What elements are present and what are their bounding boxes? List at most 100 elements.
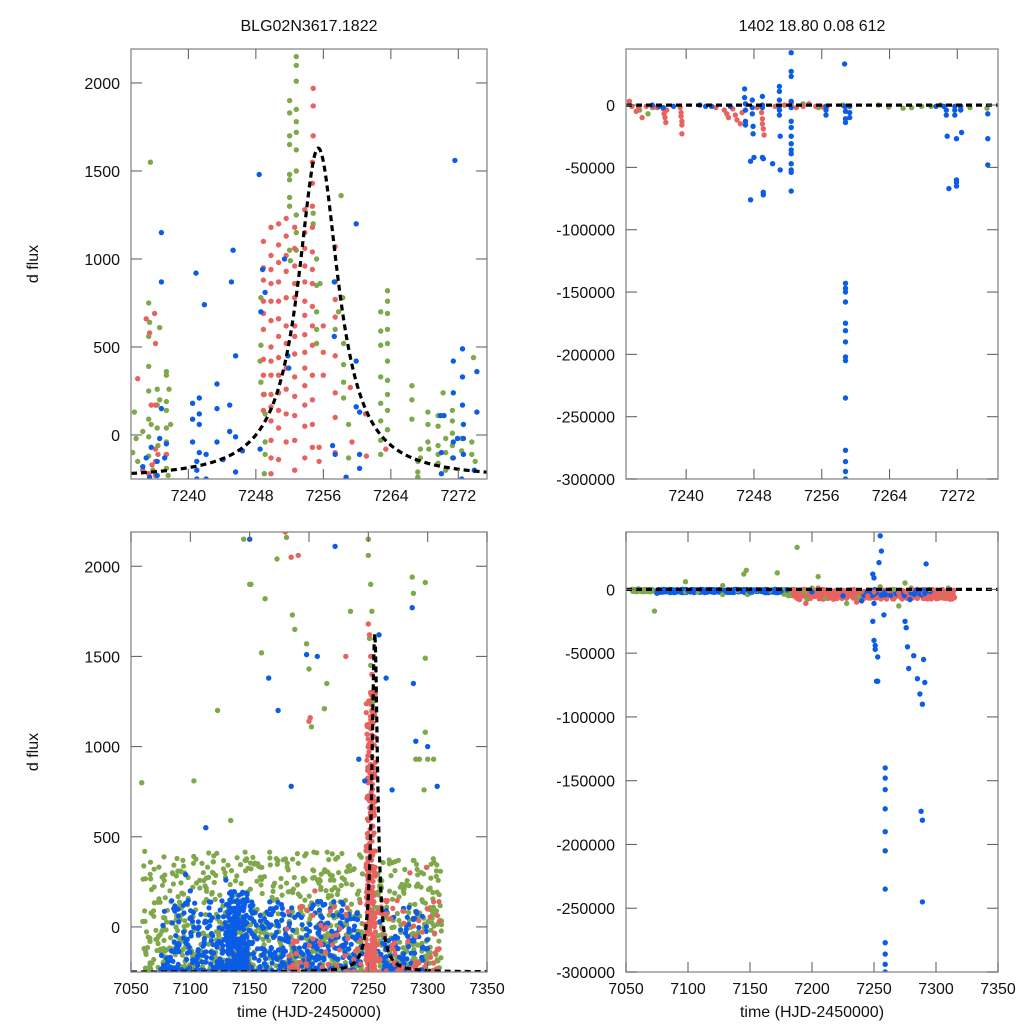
data-point-red bbox=[298, 903, 304, 910]
data-point-green bbox=[720, 591, 726, 598]
data-point-blue bbox=[303, 932, 310, 938]
data-point-blue bbox=[246, 939, 252, 945]
data-point-blue bbox=[344, 917, 350, 924]
data-point-blue bbox=[438, 471, 445, 477]
data-point-green bbox=[394, 910, 400, 917]
data-point-blue bbox=[275, 923, 282, 929]
data-point-green bbox=[384, 310, 391, 317]
data-point-blue bbox=[223, 901, 229, 908]
y-tick-label: 0 bbox=[111, 920, 120, 937]
data-point-green bbox=[300, 926, 306, 932]
data-point-red bbox=[759, 121, 766, 127]
data-point-green bbox=[417, 446, 424, 452]
data-point-green bbox=[313, 326, 320, 333]
data-point-red bbox=[306, 943, 313, 949]
data-point-blue bbox=[208, 918, 214, 924]
data-point-blue bbox=[232, 353, 239, 359]
data-point-blue bbox=[232, 924, 238, 931]
data-point-green bbox=[433, 868, 439, 874]
x-tick-label: 7264 bbox=[373, 488, 409, 505]
y-axis-title: d flux bbox=[25, 245, 42, 283]
data-point-red bbox=[732, 112, 738, 118]
data-point-green bbox=[411, 858, 417, 864]
data-point-green bbox=[284, 860, 290, 866]
data-point-blue bbox=[194, 961, 201, 967]
data-point-red bbox=[945, 591, 952, 598]
data-point-green bbox=[295, 860, 301, 867]
data-point-green bbox=[306, 666, 312, 672]
data-point-green bbox=[419, 897, 425, 903]
data-point-green bbox=[157, 397, 163, 403]
data-point-red bbox=[292, 333, 298, 340]
data-point-green bbox=[409, 574, 415, 580]
data-point-red bbox=[366, 945, 373, 952]
data-point-green bbox=[293, 229, 299, 236]
data-point-blue bbox=[346, 955, 353, 961]
data-point-blue bbox=[225, 967, 231, 972]
data-point-blue bbox=[202, 959, 209, 965]
data-point-red bbox=[369, 888, 375, 894]
data-point-green bbox=[157, 946, 164, 952]
data-point-blue bbox=[842, 458, 849, 465]
data-point-green bbox=[146, 388, 152, 394]
data-point-green bbox=[286, 194, 293, 201]
data-point-blue bbox=[270, 955, 276, 961]
data-point-green bbox=[252, 860, 258, 866]
data-point-red bbox=[302, 298, 308, 304]
data-point-red bbox=[436, 918, 442, 924]
data-point-red bbox=[334, 932, 340, 938]
data-point-blue bbox=[788, 124, 794, 131]
data-point-blue bbox=[257, 446, 263, 452]
data-point-green bbox=[425, 409, 431, 415]
data-point-blue bbox=[474, 409, 480, 415]
data-point-red bbox=[302, 312, 308, 318]
data-point-green bbox=[404, 878, 410, 884]
data-point-blue bbox=[269, 960, 275, 966]
data-point-blue bbox=[460, 421, 467, 428]
data-point-green bbox=[641, 586, 648, 593]
data-point-green bbox=[651, 608, 658, 614]
data-point-blue bbox=[985, 111, 991, 117]
data-point-green bbox=[155, 941, 161, 947]
data-point-blue bbox=[225, 951, 232, 957]
data-point-blue bbox=[362, 778, 368, 784]
data-point-blue bbox=[944, 133, 950, 139]
data-point-blue bbox=[161, 908, 167, 914]
data-point-blue bbox=[234, 897, 240, 904]
data-point-blue bbox=[420, 957, 426, 963]
data-point-green bbox=[278, 884, 284, 890]
data-point-red bbox=[318, 942, 324, 948]
data-point-blue bbox=[189, 439, 196, 445]
data-point-red bbox=[292, 224, 298, 230]
data-point-blue bbox=[267, 899, 273, 905]
data-point-blue bbox=[741, 588, 747, 594]
data-point-red bbox=[372, 929, 378, 935]
data-point-green bbox=[261, 471, 267, 477]
data-point-blue bbox=[408, 950, 414, 956]
data-point-blue bbox=[423, 928, 429, 935]
data-point-red bbox=[309, 249, 316, 255]
data-point-blue bbox=[325, 920, 331, 926]
data-point-green bbox=[293, 62, 299, 69]
data-point-green bbox=[279, 892, 285, 898]
data-point-green bbox=[302, 897, 308, 903]
data-point-blue bbox=[252, 910, 258, 916]
y-tick-label: -100000 bbox=[556, 710, 615, 727]
data-point-blue bbox=[356, 756, 362, 762]
data-point-green bbox=[413, 883, 419, 889]
data-point-green bbox=[682, 579, 689, 585]
data-point-red bbox=[416, 918, 422, 924]
data-point-blue bbox=[454, 435, 461, 442]
data-point-red bbox=[430, 960, 437, 966]
data-point-blue bbox=[842, 116, 849, 122]
data-point-red bbox=[309, 342, 316, 348]
data-point-red bbox=[309, 421, 316, 428]
data-point-red bbox=[865, 593, 871, 599]
data-point-green bbox=[856, 594, 862, 600]
data-point-blue bbox=[268, 945, 274, 952]
data-point-green bbox=[433, 873, 439, 880]
data-point-red bbox=[310, 103, 316, 109]
data-point-green bbox=[891, 586, 897, 593]
data-point-red bbox=[318, 922, 324, 928]
data-point-green bbox=[437, 903, 443, 909]
